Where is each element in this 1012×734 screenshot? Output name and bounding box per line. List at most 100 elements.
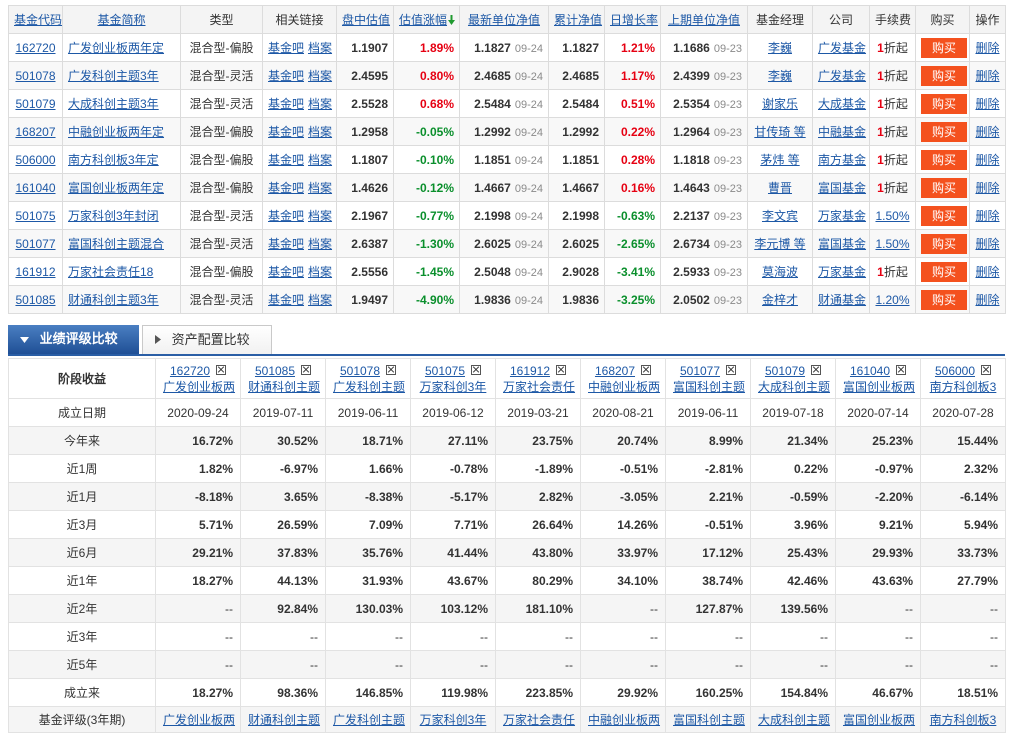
manager-link[interactable]: 甘传琦 等 — [754, 125, 806, 139]
compare-fund-name-link[interactable]: 广发科创主题 — [333, 379, 406, 394]
manager-link[interactable]: 李巍 — [767, 69, 792, 83]
fund-archive-link[interactable]: 档案 — [308, 181, 333, 195]
delete-link[interactable]: 删除 — [975, 237, 1000, 251]
manager-link[interactable]: 李巍 — [767, 41, 792, 55]
rating-fund-link[interactable]: 万家科创3年 — [419, 713, 487, 727]
sort-by-prev-nav-link[interactable]: 上期单位净值 — [667, 13, 740, 27]
fund-forum-link[interactable]: 基金吧 — [268, 97, 305, 111]
delete-link[interactable]: 删除 — [975, 181, 1000, 195]
sort-by-daily-growth-link[interactable]: 日增长率 — [610, 13, 659, 27]
compare-fund-code-link[interactable]: 506000 — [934, 363, 976, 378]
fund-archive-link[interactable]: 档案 — [308, 265, 333, 279]
tab-asset-allocation[interactable]: 资产配置比较 — [142, 325, 272, 354]
delete-link[interactable]: 删除 — [975, 125, 1000, 139]
fund-forum-link[interactable]: 基金吧 — [268, 181, 305, 195]
fund-name-link[interactable]: 富国创业板两年定 — [68, 181, 165, 195]
compare-fund-code-link[interactable]: 162720 — [169, 363, 211, 378]
fund-forum-link[interactable]: 基金吧 — [268, 41, 305, 55]
close-box-icon[interactable] — [556, 364, 567, 375]
fund-forum-link[interactable]: 基金吧 — [268, 237, 305, 251]
fund-code-link[interactable]: 162720 — [15, 40, 56, 55]
company-link[interactable]: 南方基金 — [818, 153, 867, 167]
fund-code-link[interactable]: 168207 — [15, 124, 56, 139]
sort-by-code-link[interactable]: 基金代码 — [14, 13, 63, 27]
fund-archive-link[interactable]: 档案 — [308, 237, 333, 251]
company-link[interactable]: 中融基金 — [818, 125, 867, 139]
compare-fund-name-link[interactable]: 富国创业板两 — [843, 379, 916, 394]
buy-button[interactable]: 购买 — [921, 233, 967, 254]
fund-archive-link[interactable]: 档案 — [308, 209, 333, 223]
compare-fund-name-link[interactable]: 广发创业板两 — [163, 379, 236, 394]
company-link[interactable]: 万家基金 — [818, 265, 867, 279]
buy-button[interactable]: 购买 — [921, 121, 967, 142]
sort-by-estimate-link[interactable]: 盘中估值 — [342, 13, 391, 27]
rating-fund-link[interactable]: 南方科创板3 — [929, 713, 997, 727]
fund-name-link[interactable]: 南方科创板3年定 — [68, 153, 159, 167]
compare-fund-code-link[interactable]: 161912 — [509, 363, 551, 378]
close-box-icon[interactable] — [386, 364, 397, 375]
compare-fund-name-link[interactable]: 万家科创3年 — [419, 379, 487, 394]
compare-fund-name-link[interactable]: 南方科创板3 — [929, 379, 997, 394]
delete-link[interactable]: 删除 — [975, 69, 1000, 83]
fund-archive-link[interactable]: 档案 — [308, 125, 333, 139]
fund-forum-link[interactable]: 基金吧 — [268, 125, 305, 139]
buy-button[interactable]: 购买 — [921, 205, 967, 226]
fund-name-link[interactable]: 广发创业板两年定 — [68, 41, 165, 55]
rating-fund-link[interactable]: 广发科创主题 — [333, 713, 406, 727]
compare-fund-code-link[interactable]: 161040 — [849, 363, 891, 378]
compare-fund-name-link[interactable]: 富国科创主题 — [673, 379, 746, 394]
fund-name-link[interactable]: 万家社会责任18 — [68, 265, 154, 279]
fund-name-link[interactable]: 财通科创主题3年 — [68, 293, 159, 307]
close-box-icon[interactable] — [896, 364, 907, 375]
compare-fund-code-link[interactable]: 501077 — [679, 363, 721, 378]
fee-rate-link[interactable]: 1.50% — [875, 208, 910, 223]
close-box-icon[interactable] — [981, 364, 992, 375]
delete-link[interactable]: 删除 — [975, 41, 1000, 55]
delete-link[interactable]: 删除 — [975, 153, 1000, 167]
arrow-down-icon[interactable] — [448, 15, 456, 25]
rating-fund-link[interactable]: 富国创业板两 — [843, 713, 916, 727]
manager-link[interactable]: 莫海波 — [761, 265, 798, 279]
delete-link[interactable]: 删除 — [975, 209, 1000, 223]
manager-link[interactable]: 李文宾 — [761, 209, 798, 223]
fund-forum-link[interactable]: 基金吧 — [268, 69, 305, 83]
fund-name-link[interactable]: 广发科创主题3年 — [68, 69, 159, 83]
buy-button[interactable]: 购买 — [921, 149, 967, 170]
fund-archive-link[interactable]: 档案 — [308, 97, 333, 111]
fund-forum-link[interactable]: 基金吧 — [268, 153, 305, 167]
sort-by-estimate-change-link[interactable]: 估值涨幅 — [399, 13, 448, 27]
manager-link[interactable]: 李元博 等 — [754, 237, 806, 251]
company-link[interactable]: 广发基金 — [818, 41, 867, 55]
compare-fund-name-link[interactable]: 大成科创主题 — [758, 379, 831, 394]
fund-name-link[interactable]: 万家科创3年封闭 — [68, 209, 159, 223]
company-link[interactable]: 财通基金 — [818, 293, 867, 307]
fund-forum-link[interactable]: 基金吧 — [268, 293, 305, 307]
buy-button[interactable]: 购买 — [921, 289, 967, 310]
rating-fund-link[interactable]: 财通科创主题 — [248, 713, 321, 727]
fund-code-link[interactable]: 161912 — [15, 264, 56, 279]
fund-archive-link[interactable]: 档案 — [308, 293, 333, 307]
compare-fund-code-link[interactable]: 168207 — [594, 363, 636, 378]
compare-fund-code-link[interactable]: 501085 — [254, 363, 296, 378]
rating-fund-link[interactable]: 万家社会责任 — [503, 713, 576, 727]
rating-fund-link[interactable]: 中融创业板两 — [588, 713, 661, 727]
fund-archive-link[interactable]: 档案 — [308, 41, 333, 55]
fee-rate-link[interactable]: 1.20% — [875, 292, 910, 307]
company-link[interactable]: 广发基金 — [818, 69, 867, 83]
buy-button[interactable]: 购买 — [921, 261, 967, 282]
fund-forum-link[interactable]: 基金吧 — [268, 209, 305, 223]
close-box-icon[interactable] — [726, 364, 737, 375]
fund-code-link[interactable]: 501079 — [15, 96, 56, 111]
close-box-icon[interactable] — [301, 364, 312, 375]
fund-name-link[interactable]: 中融创业板两年定 — [68, 125, 165, 139]
fund-code-link[interactable]: 501085 — [15, 292, 56, 307]
rating-fund-link[interactable]: 富国科创主题 — [673, 713, 746, 727]
manager-link[interactable]: 曹晋 — [767, 181, 792, 195]
sort-by-acc-nav-link[interactable]: 累计净值 — [554, 13, 603, 27]
buy-button[interactable]: 购买 — [921, 37, 967, 58]
company-link[interactable]: 万家基金 — [818, 209, 867, 223]
close-box-icon[interactable] — [471, 364, 482, 375]
fee-rate-link[interactable]: 1.50% — [875, 236, 910, 251]
close-box-icon[interactable] — [641, 364, 652, 375]
company-link[interactable]: 大成基金 — [818, 97, 867, 111]
